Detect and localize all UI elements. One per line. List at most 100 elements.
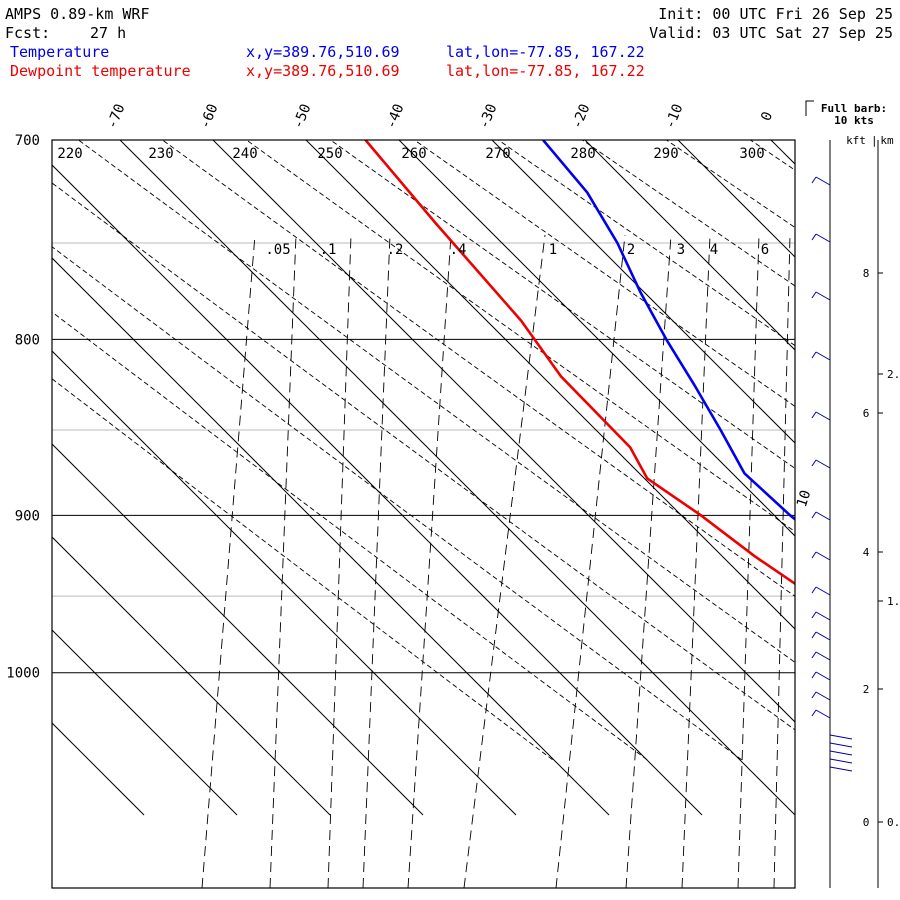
km-label-2: 0. [887,816,900,829]
km-label-0: 2. [887,368,900,381]
isotherm-layer [0,0,795,816]
isotherm-label--60: -60 [197,102,221,131]
mixing-ratio-line-9 [737,234,760,888]
height-axis-divider: | [871,134,878,147]
mixing-ratio-line-7 [625,234,672,888]
temperature-point-4 [665,338,668,341]
km-label: km [880,134,894,147]
temperature-point-6 [719,429,722,431]
surface-barb-0 [829,734,853,740]
isotherm-label-0: 0 [758,110,776,124]
kft-label: kft [846,134,866,147]
isotherm-label-text--70: -70 [104,102,128,131]
dewpoint-point-12 [847,642,849,644]
isotherm-label-text-0: 0 [758,110,776,124]
dewpoint-point-11 [852,634,854,636]
isobar-label-1000: 1000 [6,666,40,682]
dry-adiabat-190 [52,311,648,761]
mixing-ratio-label-7: 4 [710,242,718,258]
model-title: AMPS 0.89-km WRF [5,5,150,23]
valid-time: Valid: 03 UTC Sat 27 Sep 25 [649,24,893,42]
dewpoint-line [364,140,795,586]
isotherm--110 [52,443,424,816]
mixing-ratio-line-8 [681,234,711,888]
theta-label-260: 260 [401,146,426,162]
isotherm--90 [52,257,610,816]
mixing-ratio-layer [201,234,791,888]
plot-frame [51,139,796,889]
barb-legend-icon [805,100,814,116]
dry-adiabat-layer [52,140,795,761]
temperature-xy: x,y=389.76,510.69 [246,43,400,61]
isotherm--130 [52,629,238,816]
theta-label-230: 230 [148,146,173,162]
mixing-ratio-line-10 [773,234,791,888]
dry-adiabat-290 [665,140,795,229]
dewpoint-point-4 [629,446,632,449]
isobar-label-900: 900 [15,508,40,524]
dewpoint-point-7 [753,555,756,558]
surface-barb-3 [829,758,853,764]
dewpoint-point-13 [851,657,853,659]
isotherm-label--20: -20 [569,102,593,131]
dewpoint-point-10 [843,622,845,624]
dewpoint-point-9 [837,611,839,613]
temperature-legend: Temperature [10,43,109,61]
isotherm--40 [398,140,795,537]
kft-label-2: 2 [863,683,870,696]
isotherm-label-text--50: -50 [290,102,314,131]
dewpoint-point-8 [801,587,803,589]
init-time: Init: 00 UTC Fri 26 Sep 25 [658,5,893,23]
temperature-point-7 [743,472,746,475]
temperature-point-9 [840,555,842,557]
theta-label-220: 220 [57,146,82,162]
theta-label-290: 290 [653,146,678,162]
wind-barb-5 [815,459,831,469]
isotherm-label--40: -40 [383,102,407,131]
profile-layer [364,140,854,659]
mixing-ratio-line-5 [463,234,546,888]
wind-barb-flag-10 [811,631,817,639]
mixing-ratio-line-4 [407,234,452,888]
dry-adiabat-250 [329,140,795,469]
isotherm--30 [491,140,795,444]
isotherm--70 [119,140,795,816]
wind-barb-10 [815,631,831,641]
dewpoint-xy: x,y=389.76,510.69 [246,62,400,80]
wind-barb-flag-12 [811,671,817,679]
mixing-ratio-line-1 [269,234,297,888]
dewpoint-point-1 [434,222,437,224]
dry-adiabat-270 [497,140,795,347]
wind-barb-13 [815,691,831,701]
dewpoint-legend: Dewpoint temperature [10,62,191,80]
mixing-ratio-label-3: .4 [450,242,467,258]
temperature-point-2 [616,242,619,244]
wind-barb-3 [815,351,831,361]
wind-barb-flag-8 [811,586,817,594]
mixing-ratio-line-0 [201,234,256,888]
isotherm-label--30: -30 [476,102,500,131]
mixing-ratio-line-3 [362,234,391,888]
theta-label-280: 280 [570,146,595,162]
dry-adiabat-280 [581,140,795,287]
label-layer: 700 800 900 1000 -70 -60 -50 -40 -30 -20 -10 0 10 220… [6,102,814,682]
isotherm--120 [52,536,331,816]
kft-label-6: 6 [863,407,870,420]
kft-label-4: 4 [863,546,870,559]
dewpoint-point-2 [520,319,522,322]
barb-legend-line1: Full barb: [821,102,887,115]
dewpoint-point-3 [560,375,562,378]
wind-barb-flag-5 [811,459,817,467]
wind-barb-1 [815,233,831,243]
wind-barb-12 [815,671,831,681]
wind-barb-4 [815,411,831,421]
isotherm-label-text-10: 10 [794,488,814,509]
isotherm-label-text--40: -40 [383,102,407,131]
isotherm--150 [0,0,51,815]
wind-barbs [811,176,853,772]
theta-label-250: 250 [317,146,342,162]
dry-adiabat-200 [52,246,742,761]
dewpoint-point-5 [646,477,649,480]
wind-barb-2 [815,291,831,301]
temperature-point-8 [789,514,791,517]
